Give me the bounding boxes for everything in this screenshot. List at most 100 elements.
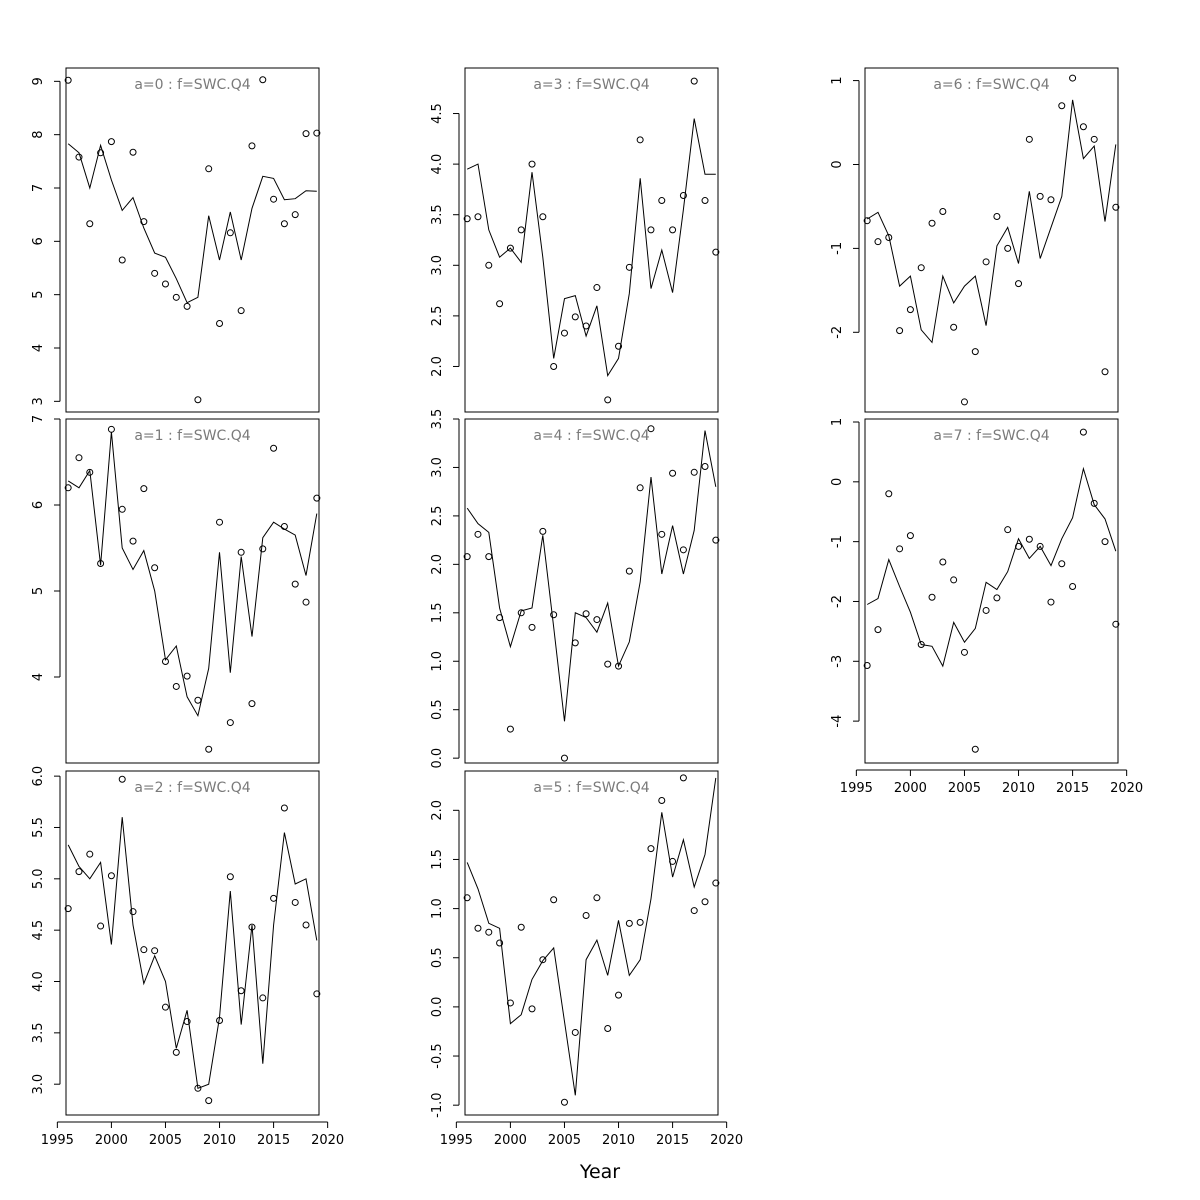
data-point	[517, 923, 525, 931]
data-point	[658, 796, 666, 804]
y-tick-label: 5	[31, 291, 46, 299]
panel-3: a=3 : f=SWC.Q4 2.0 2.5 3.0 3.5 4.0 4.5	[430, 67, 720, 413]
y-tick-label: 0	[830, 160, 845, 168]
data-point	[582, 322, 590, 330]
y-tick-label: 3.5	[31, 1023, 46, 1044]
plot-frame	[65, 418, 320, 764]
data-point	[896, 545, 904, 553]
x-tick-label: 2000	[894, 781, 927, 796]
x-tick-label: 1995	[440, 1133, 473, 1148]
y-tick-label: 2.0	[430, 554, 445, 575]
data-point	[528, 1005, 536, 1013]
data-point	[205, 165, 213, 173]
data-point	[690, 77, 698, 85]
panel-0: a=0 : f=SWC.Q4 3 4 5 6 7 8 9	[31, 67, 321, 413]
y-tick-label: -4	[830, 715, 845, 728]
y-tick-label: -2	[830, 326, 845, 339]
plot-frame	[864, 418, 1119, 764]
data-point	[107, 872, 115, 880]
y-tick-label: 0.0	[430, 997, 445, 1018]
plot-frame	[65, 770, 320, 1116]
data-point	[539, 527, 547, 535]
data-point	[1112, 203, 1120, 211]
y-tick-label: 5.0	[31, 868, 46, 889]
data-point	[1036, 192, 1044, 200]
data-point	[658, 197, 666, 205]
y-tick-label: 4.0	[430, 154, 445, 175]
data-point	[474, 924, 482, 932]
y-tick-label: 1	[830, 418, 845, 426]
data-point	[1047, 196, 1055, 204]
panel-title: a=0 : f=SWC.Q4	[134, 77, 250, 93]
data-point	[550, 362, 558, 370]
x-tick-label: 2000	[494, 1133, 527, 1148]
data-point	[604, 1025, 612, 1033]
data-point	[248, 142, 256, 150]
data-point	[669, 226, 677, 234]
data-point	[496, 614, 504, 622]
y-tick-label: 3.0	[430, 255, 445, 276]
data-point	[950, 323, 958, 331]
data-point	[140, 485, 148, 493]
panel-5: a=5 : f=SWC.Q4 -1.0 -0.5 0.0 0.5 1.0 1.5 2.0 199…	[430, 770, 743, 1148]
data-point	[690, 468, 698, 476]
data-point	[506, 725, 514, 733]
data-point	[280, 220, 288, 228]
y-tick-label: 1	[830, 76, 845, 84]
data-point	[993, 594, 1001, 602]
data-point	[679, 774, 687, 782]
data-point	[75, 153, 83, 161]
y-tick-label: 7	[31, 184, 46, 192]
plot-frame	[864, 67, 1119, 413]
y-tick-label: 4	[31, 344, 46, 352]
data-point	[64, 76, 72, 84]
data-point	[205, 745, 213, 753]
y-tick-label: 2.0	[430, 800, 445, 821]
data-point	[237, 307, 245, 315]
data-point	[107, 425, 115, 433]
data-point	[485, 261, 493, 269]
data-point	[863, 217, 871, 225]
panel-title: a=2 : f=SWC.Q4	[134, 780, 250, 796]
data-point	[571, 313, 579, 321]
panel-7: a=7 : f=SWC.Q4 -4 -3 -2 -1 0 1 1995 2000 2005 2010…	[830, 418, 1143, 796]
fitted-line	[466, 777, 717, 1096]
fitted-line	[67, 817, 318, 1089]
x-tick-label: 2000	[95, 1133, 128, 1148]
y-tick-label: 4.5	[430, 103, 445, 124]
data-point	[280, 523, 288, 530]
data-point	[1015, 542, 1023, 550]
y-tick-label: 5	[31, 587, 46, 595]
data-point	[172, 682, 180, 690]
data-point	[270, 444, 278, 452]
data-point	[506, 999, 514, 1007]
data-point	[118, 775, 126, 783]
data-point	[960, 398, 968, 406]
data-point	[291, 211, 299, 219]
data-point	[539, 213, 547, 221]
data-point	[259, 545, 267, 553]
data-point	[701, 462, 709, 470]
data-point	[517, 226, 525, 234]
x-tick-label: 2020	[1110, 781, 1143, 796]
y-tick-label: 1.0	[430, 898, 445, 919]
data-point	[129, 537, 137, 545]
y-tick-label: 3.0	[31, 1074, 46, 1095]
data-point	[1004, 244, 1012, 252]
plot-frame	[464, 418, 719, 764]
data-point	[1090, 135, 1098, 143]
data-point	[615, 662, 623, 670]
data-point	[313, 990, 321, 998]
plot-frame	[464, 770, 719, 1116]
data-point	[701, 197, 709, 205]
data-point	[560, 1098, 568, 1106]
data-point	[64, 905, 72, 913]
data-point	[151, 947, 159, 955]
data-point	[161, 658, 169, 666]
fitted-line	[866, 99, 1117, 344]
plot-frame	[65, 67, 320, 413]
x-tick-label: 1995	[840, 781, 873, 796]
data-point	[571, 1028, 579, 1036]
data-point	[474, 530, 482, 538]
y-tick-label: 0.5	[430, 947, 445, 968]
